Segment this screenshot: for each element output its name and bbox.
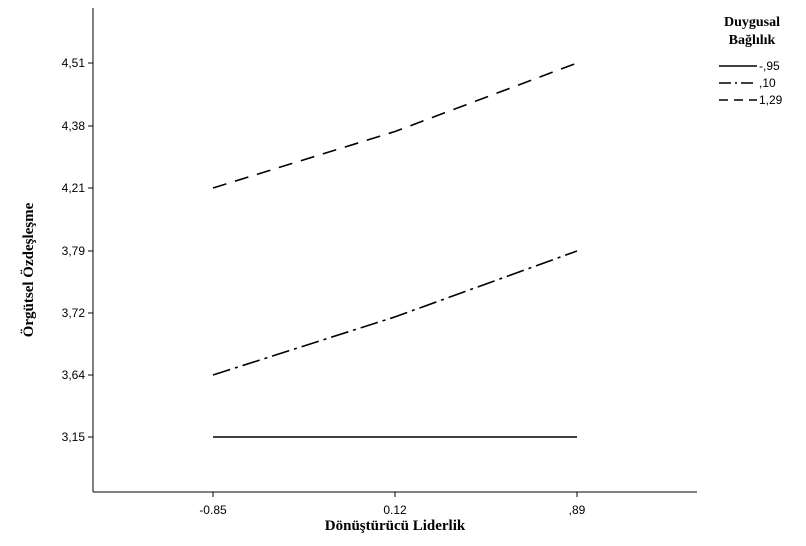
series-line-3 (212, 62, 578, 189)
x-tick-label: 0.12 (383, 503, 407, 517)
x-tick-label: ,89 (569, 503, 586, 517)
x-axis-title: Dönüştürücü Liderlik (325, 518, 466, 534)
y-tick-label: 3,15 (62, 430, 86, 444)
legend-items: -,95 ,10 1,29 (719, 59, 783, 107)
y-tick-label: 3,64 (62, 368, 86, 382)
y-tick-label: 4,38 (62, 119, 86, 133)
y-tick-label: 4,51 (62, 56, 86, 70)
legend-label: -,95 (759, 59, 780, 73)
legend-title-line-1: Duygusal (724, 15, 780, 30)
series-lines (212, 62, 578, 438)
y-axis-ticks: 3,15 3,64 3,72 3,79 4,21 4,38 4,51 (62, 56, 93, 444)
series-line-2 (212, 250, 578, 376)
x-axis-ticks: -0.85 0.12 ,89 (199, 492, 586, 517)
legend: Duygusal Bağlılık -,95 ,10 1,29 (719, 15, 783, 107)
legend-title-line-2: Bağlılık (729, 33, 776, 48)
y-tick-label: 4,21 (62, 181, 86, 195)
x-tick-label: -0.85 (199, 503, 227, 517)
y-tick-label: 3,79 (62, 244, 86, 258)
y-tick-label: 3,72 (62, 306, 86, 320)
legend-label: 1,29 (759, 93, 783, 107)
y-axis-title: Örgütsel Özdeşleşme (20, 202, 37, 337)
legend-label: ,10 (759, 76, 776, 90)
